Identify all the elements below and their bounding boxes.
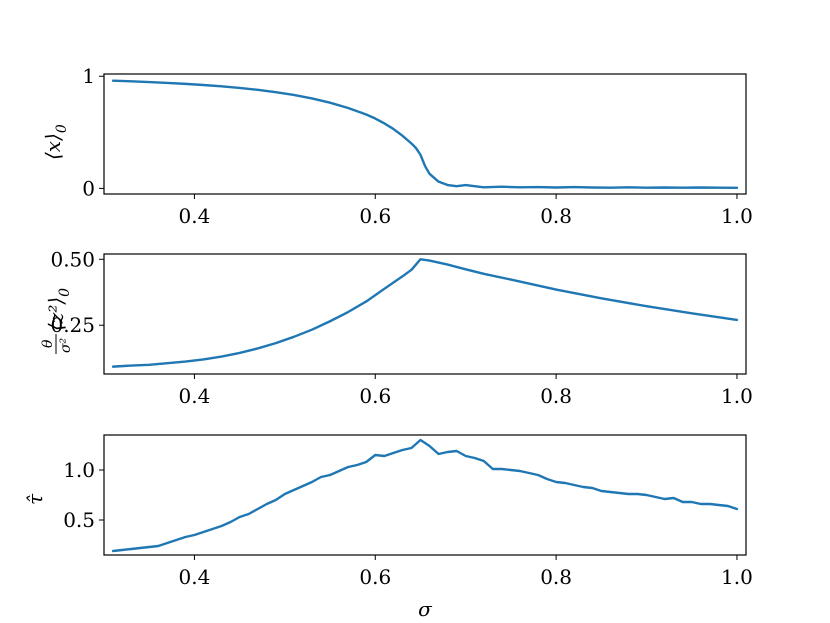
- panel-z2-x-tick-label: 0.6: [359, 384, 391, 408]
- panel-tau-x-tick-label: 0.8: [540, 565, 572, 589]
- panel-tau-y-ticks: 0.5 1.0: [63, 458, 104, 532]
- panel-z2-y-label-main: ⟨z²⟩0: [44, 288, 73, 331]
- panel-z2-y-label-frac-den: σ²: [58, 337, 74, 353]
- panel-mean-x-series-line: [111, 79, 739, 190]
- panel-mean-x-x-tick-label: 0.6: [359, 204, 391, 228]
- x-axis-label: σ: [418, 597, 433, 621]
- panel-tau-x-tick-label: 1.0: [721, 565, 753, 589]
- panel-tau-y-tick-label: 1.0: [63, 458, 95, 482]
- panel-z2-y-tick-label: 0.50: [50, 247, 95, 271]
- panel-tau-x-tick-label: 0.4: [179, 565, 211, 589]
- panel-mean-x: 0.4 0.6 0.8 1.0 01 ⟨x⟩0: [41, 64, 753, 228]
- panel-mean-x-x-tick-label: 1.0: [721, 204, 753, 228]
- panel-tau: 0.4 0.6 0.8 1.0 0.5 1.0 τ̂: [23, 434, 753, 589]
- panel-mean-x-x-ticks: 0.4 0.6 0.8 1.0: [179, 194, 753, 228]
- panel-z2-series-line: [111, 258, 739, 368]
- panel-mean-x-x-tick-label: 0.4: [179, 204, 211, 228]
- panel-mean-x-y-ticks: 01: [82, 64, 104, 200]
- panel-tau-x-tick-label: 0.6: [359, 565, 391, 589]
- panel-tau-series-line: [111, 438, 739, 553]
- panel-z2-x-ticks: 0.4 0.6 0.8 1.0: [179, 374, 753, 408]
- panel-z2-y-tick-label: 0.25: [50, 313, 95, 337]
- panel-z2-y-label-frac-num: θ: [40, 339, 56, 348]
- panel-tau-x-ticks: 0.4 0.6 0.8 1.0: [179, 555, 753, 589]
- panel-z2-frame: [103, 253, 747, 375]
- panel-z2: 0.4 0.6 0.8 1.0 0.25 0.50 θ σ² ⟨z²⟩0: [40, 247, 753, 408]
- panel-tau-frame: [103, 434, 747, 556]
- panel-mean-x-frame: [103, 73, 747, 195]
- panel-z2-y-ticks: 0.25 0.50: [50, 247, 104, 337]
- panel-mean-x-x-tick-label: 0.8: [540, 204, 572, 228]
- panel-mean-x-y-tick-label: 0: [82, 176, 95, 200]
- panel-mean-x-y-tick-label: 1: [82, 64, 95, 88]
- panel-tau-y-label: τ̂: [23, 493, 47, 505]
- panel-tau-y-tick-label: 0.5: [63, 508, 95, 532]
- panel-z2-y-label: θ σ² ⟨z²⟩0: [40, 288, 74, 354]
- panel-mean-x-y-label: ⟨x⟩0: [41, 124, 70, 160]
- panel-z2-x-tick-label: 1.0: [721, 384, 753, 408]
- panel-z2-x-tick-label: 0.4: [179, 384, 211, 408]
- panel-z2-x-tick-label: 0.8: [540, 384, 572, 408]
